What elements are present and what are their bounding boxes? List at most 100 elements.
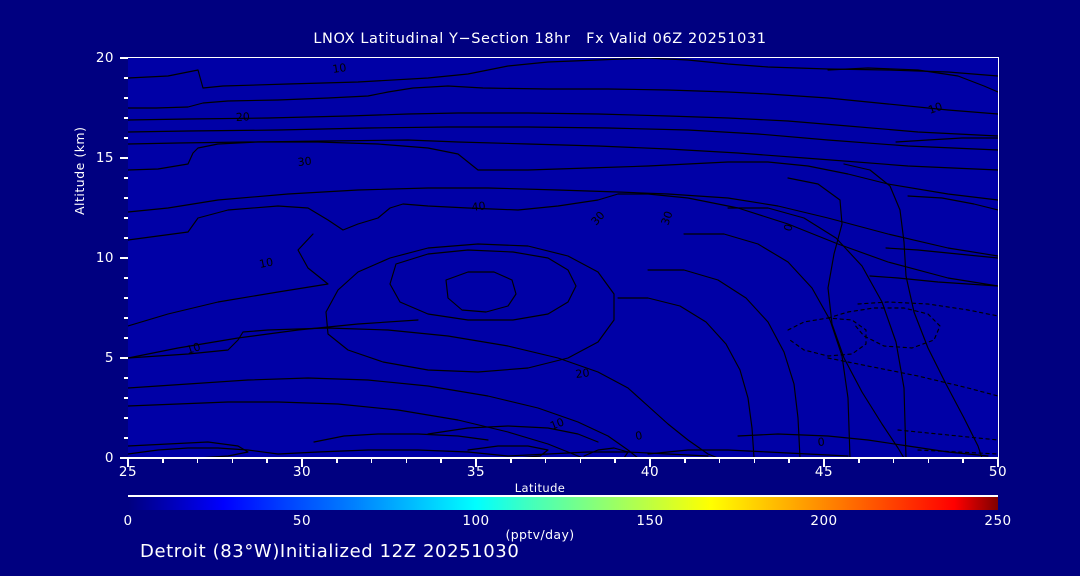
contour-label: 30 [659,209,676,227]
contour-label: 0 [817,435,825,449]
x-tick [823,459,825,467]
contour-line [128,327,719,458]
figure-caption: Detroit (83°W)Initialized 12Z 20251030 [140,541,520,562]
contour-line [827,67,998,93]
x-tick [162,459,164,463]
y-tick [124,97,128,99]
contour-line-negative [857,301,998,317]
y-tick-label: 0 [104,450,114,466]
x-tick [127,459,129,467]
colorbar-tick-label: 100 [462,513,490,529]
contour-label: 20 [235,110,250,124]
y-tick [124,177,128,179]
x-tick-label: 40 [640,464,660,480]
plot-background [128,58,998,458]
contour-line-negative [787,317,867,357]
y-tick-label: 15 [95,150,114,166]
x-tick-label: 35 [466,464,486,480]
y-tick-label: 20 [95,50,114,66]
x-tick-label: 50 [988,464,1008,480]
contour-field: 10 20 30 40 30 10 10 20 30 0 10 0 10 0 [128,58,998,458]
contour-line [325,243,615,373]
y-tick [120,157,128,159]
contour-label: 30 [589,209,608,228]
x-tick [788,459,790,463]
x-tick-label: 45 [814,464,834,480]
contour-line [427,425,599,443]
figure-title: LNOX Latitudinal Y−Section 18hr Fx Valid… [313,31,767,47]
contour-line-negative [827,357,998,397]
contour-line [128,233,329,327]
y-tick [124,237,128,239]
x-tick [684,459,686,463]
x-tick [475,459,477,467]
contour-line-negative [917,449,998,455]
y-tick [124,417,128,419]
x-tick [336,459,338,463]
y-tick [124,77,128,79]
x-tick [544,459,547,463]
contour-line [647,449,849,457]
x-tick [196,459,199,463]
y-tick [124,277,128,279]
contour-line [128,112,998,137]
y-tick [120,257,128,259]
contour-line [583,447,629,458]
contour-line [647,58,998,77]
colorbar-top-rule [128,495,998,497]
x-tick [962,459,964,463]
x-tick [231,459,234,463]
contour-line [128,126,998,151]
y-tick-label: 5 [104,350,114,366]
contour-label: 0 [634,429,643,443]
contour-line [128,319,419,359]
contour-line [467,445,549,458]
x-tick [718,459,721,463]
x-axis-title: Latitude [514,481,566,495]
colorbar-tick-label: 200 [810,513,838,529]
contour-line [647,269,801,458]
contour-label: 10 [332,61,348,76]
contour-line [128,441,249,458]
y-tick [124,217,128,219]
contour-line-negative [897,429,998,441]
colorbar-tick-label: 150 [636,513,664,529]
contour-line [843,163,983,458]
contour-label: 40 [471,199,486,214]
contour-label: 10 [185,340,202,357]
contour-line [313,433,489,443]
contour-line [128,377,639,458]
y-tick [124,437,128,439]
x-tick [440,459,442,463]
contour-line [885,247,998,259]
x-tick [614,459,616,463]
x-tick-label: 25 [118,464,138,480]
y-tick [124,397,128,399]
x-tick [301,459,303,467]
x-tick [997,459,999,467]
y-axis-title: Altitude (km) [72,126,87,216]
contour-line [128,139,998,171]
x-tick [579,459,582,463]
x-tick [266,459,268,463]
contour-line [128,187,998,257]
x-tick [510,459,512,463]
contour-label: 0 [781,223,795,233]
y-tick [124,317,128,319]
contour-label: 10 [258,256,274,271]
colorbar-tick-label: 0 [123,513,133,529]
y-tick [124,117,128,119]
contour-line [895,137,998,143]
contour-line [128,401,584,458]
y-tick [124,197,128,199]
contour-line [683,233,851,458]
contour-line [737,433,989,457]
x-tick [892,459,895,463]
x-tick [370,459,373,463]
x-tick [405,459,408,463]
colorbar-unit-label: (pptv/day) [505,527,575,542]
contour-line [869,275,998,287]
plot-area: 10 20 30 40 30 10 10 20 30 0 10 0 10 0 [128,58,998,458]
x-axis-line [128,457,999,459]
y-tick-label: 10 [95,250,114,266]
